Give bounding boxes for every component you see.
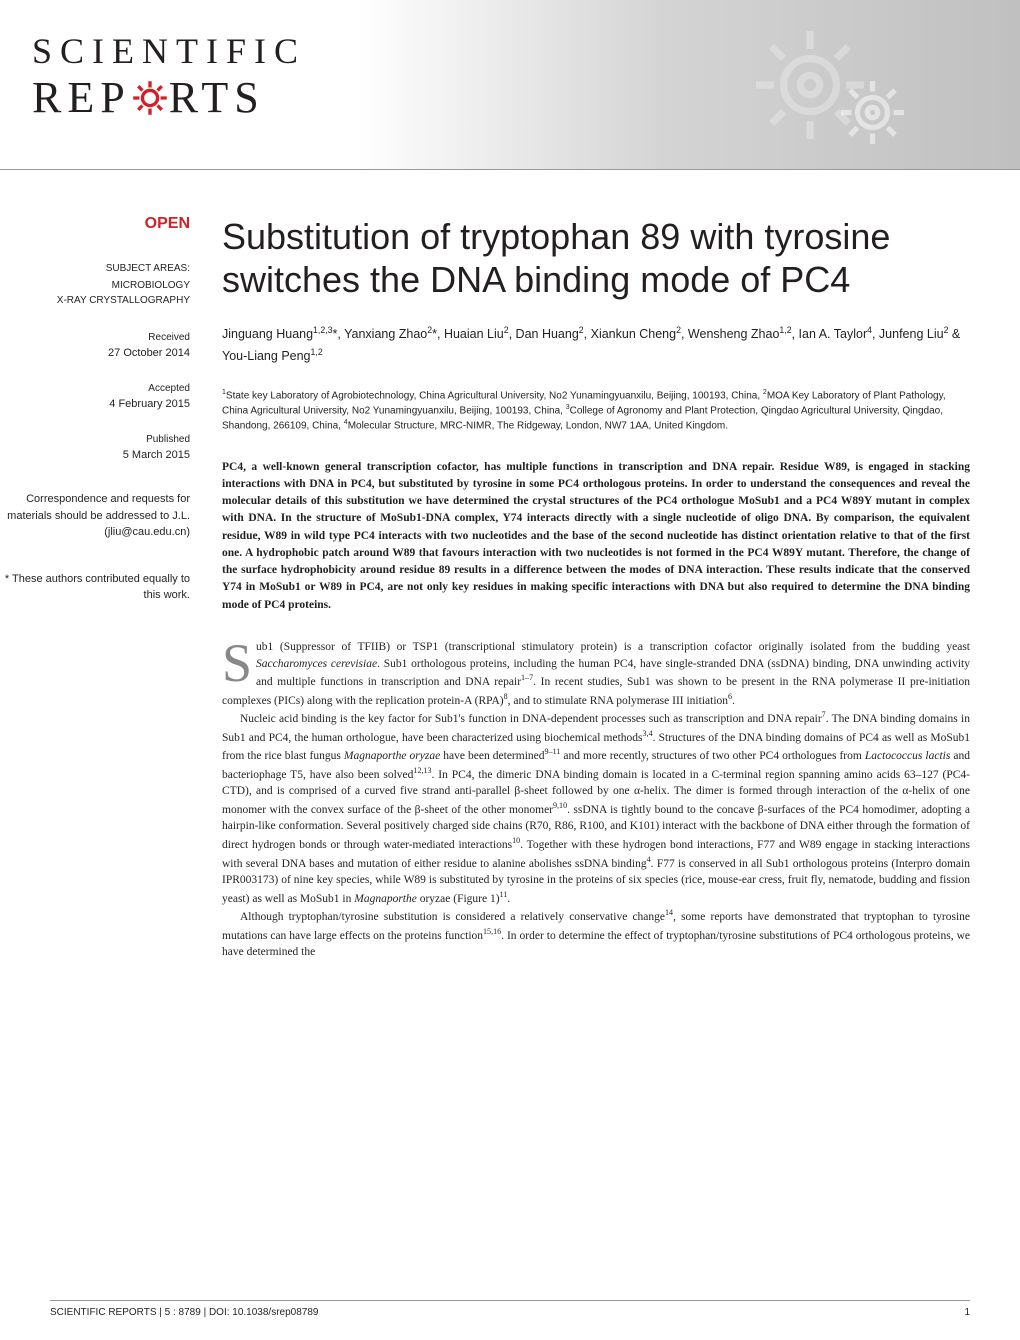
accepted-block: Accepted 4 February 2015	[0, 383, 190, 410]
body-paragraph: Sub1 (Suppressor of TFIIB) or TSP1 (tran…	[222, 639, 970, 709]
author-footnote: * These authors contributed equally to t…	[0, 571, 190, 604]
subject-areas: SUBJECT AREAS: MICROBIOLOGY X-RAY CRYSTA…	[0, 263, 190, 308]
subject-heading: SUBJECT AREAS:	[0, 263, 190, 274]
subject-item: MICROBIOLOGY	[0, 278, 190, 293]
gear-icon	[129, 77, 171, 119]
body-paragraph: Although tryptophan/tyrosine substitutio…	[222, 907, 970, 961]
dropcap: S	[222, 639, 256, 687]
correspondence: Correspondence and requests for material…	[0, 491, 190, 541]
logo-line-bottom: REP RTS	[32, 72, 306, 123]
main-column: Substitution of tryptophan 89 with tyros…	[210, 215, 970, 961]
gear-decor-small-icon	[835, 75, 910, 150]
abstract: PC4, a well-known general transcription …	[222, 459, 970, 614]
published-date: 5 March 2015	[0, 449, 190, 461]
footer-citation: SCIENTIFIC REPORTS | 5 : 8789 | DOI: 10.…	[50, 1307, 318, 1318]
received-label: Received	[0, 332, 190, 343]
accepted-date: 4 February 2015	[0, 398, 190, 410]
published-label: Published	[0, 434, 190, 445]
sidebar: OPEN SUBJECT AREAS: MICROBIOLOGY X-RAY C…	[0, 215, 210, 961]
body-text: Sub1 (Suppressor of TFIIB) or TSP1 (tran…	[222, 639, 970, 961]
page-footer: SCIENTIFIC REPORTS | 5 : 8789 | DOI: 10.…	[50, 1300, 970, 1318]
authors-line: Jinguang Huang1,2,3*, Yanxiang Zhao2*, H…	[222, 323, 970, 365]
article-title: Substitution of tryptophan 89 with tyros…	[222, 215, 970, 301]
accepted-label: Accepted	[0, 383, 190, 394]
logo-line-top: SCIENTIFIC	[32, 30, 306, 72]
logo-left: REP	[32, 72, 131, 123]
body-paragraph: Nucleic acid binding is the key factor f…	[222, 709, 970, 907]
logo-right: RTS	[169, 72, 265, 123]
published-block: Published 5 March 2015	[0, 434, 190, 461]
footer-page-number: 1	[964, 1307, 970, 1318]
p1-text: ub1 (Suppressor of TFIIB) or TSP1 (trans…	[222, 641, 970, 707]
received-block: Received 27 October 2014	[0, 332, 190, 359]
affiliations: 1State key Laboratory of Agrobiotechnolo…	[222, 388, 970, 434]
header-band: SCIENTIFIC REP RTS	[0, 0, 1020, 170]
content-area: OPEN SUBJECT AREAS: MICROBIOLOGY X-RAY C…	[0, 170, 1020, 961]
received-date: 27 October 2014	[0, 347, 190, 359]
subject-item: X-RAY CRYSTALLOGRAPHY	[0, 293, 190, 308]
journal-logo: SCIENTIFIC REP RTS	[32, 30, 306, 123]
open-access-badge: OPEN	[0, 215, 190, 233]
